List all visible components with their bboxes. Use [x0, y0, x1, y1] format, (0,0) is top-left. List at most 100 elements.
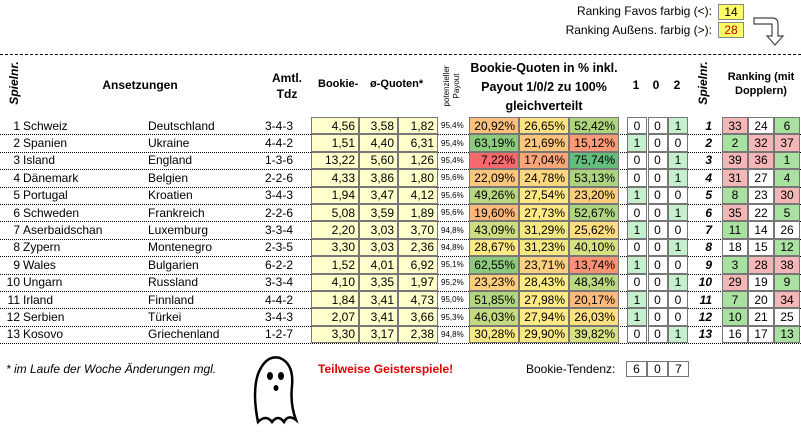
tendency: 0	[668, 291, 688, 309]
payout: 94,8%	[441, 242, 464, 252]
odds: 1,94	[311, 186, 359, 204]
home-team: Dänemark	[23, 170, 79, 185]
col-tdz: Amtl. Tdz	[272, 71, 302, 101]
odds: 3,30	[311, 325, 359, 344]
odds: 1,26	[398, 151, 438, 170]
payout: 95,1%	[441, 260, 464, 270]
tendency: 0	[627, 151, 647, 170]
odds: 4,01	[359, 256, 398, 274]
percent: 52,67%	[569, 204, 619, 222]
percent: 48,34%	[569, 273, 619, 291]
game-nr: 11	[7, 292, 20, 307]
odds: 2,07	[311, 308, 359, 326]
col-zero: 0	[652, 78, 660, 92]
away-team: Belgien	[148, 170, 189, 185]
odds: 3,70	[398, 221, 438, 239]
percent: 27,54%	[519, 186, 569, 204]
col-percent: Bookie-Quoten in % inkl. Payout 1/0/2 zu…	[470, 61, 618, 113]
tendency: 1	[668, 204, 688, 222]
away-team: Türkei	[148, 310, 182, 325]
tdz: 3-4-3	[265, 188, 294, 203]
aussen-value: 28	[718, 22, 744, 38]
tendency: 0	[668, 256, 688, 274]
ranking: 7	[722, 291, 748, 309]
game-nr: 8	[13, 240, 20, 255]
tendency: 0	[627, 204, 647, 222]
tendency: 0	[647, 291, 668, 309]
game-nr2: 1	[705, 118, 712, 133]
col-spielnr: Spielnr.	[7, 61, 21, 105]
odds: 3,86	[359, 169, 398, 187]
odds: 6,92	[398, 256, 438, 274]
tdz: 4-4-2	[265, 292, 294, 307]
odds: 3,30	[311, 238, 359, 257]
tdz: 2-2-6	[265, 170, 294, 185]
game-nr: 3	[13, 153, 20, 168]
tendency: 1	[627, 221, 647, 239]
tendency: 1	[627, 134, 647, 152]
ranking: 10	[722, 308, 748, 326]
home-team: Irland	[23, 292, 54, 307]
tendency: 0	[647, 134, 668, 152]
away-team: Deutschland	[148, 118, 215, 133]
percent: 27,73%	[519, 204, 569, 222]
game-nr: 10	[6, 275, 20, 290]
tendency: 0	[647, 186, 668, 204]
ranking: 35	[722, 204, 748, 222]
odds: 1,97	[398, 273, 438, 291]
odds: 2,38	[398, 325, 438, 344]
tendency: 0	[668, 308, 688, 326]
percent: 7,22%	[469, 151, 519, 170]
tendency: 1	[668, 325, 688, 344]
percent: 63,19%	[469, 134, 519, 152]
percent: 23,20%	[569, 186, 619, 204]
tendency: 1	[668, 238, 688, 257]
ranking: 38	[774, 256, 800, 274]
ranking: 16	[722, 325, 748, 344]
percent: 20,17%	[569, 291, 619, 309]
game-nr2: 5	[705, 188, 712, 203]
odds: 13,22	[311, 151, 359, 170]
odds: 3,41	[359, 291, 398, 309]
away-team: Kroatien	[148, 188, 193, 203]
percent: 25,62%	[569, 221, 619, 239]
game-nr: 6	[13, 205, 20, 220]
odds: 3,35	[359, 273, 398, 291]
game-nr: 1	[13, 118, 20, 133]
ranking: 11	[722, 221, 748, 239]
payout: 95,2%	[441, 277, 464, 287]
ranking: 18	[722, 238, 748, 257]
percent: 23,71%	[519, 256, 569, 274]
arrow-icon	[753, 17, 785, 46]
tendenz-value: 6	[626, 361, 647, 377]
tendency: 1	[668, 117, 688, 135]
col-ansetzungen: Ansetzungen	[102, 78, 178, 92]
home-team: Wales	[23, 257, 56, 272]
tendency: 0	[647, 151, 668, 170]
away-team: Bulgarien	[148, 257, 199, 272]
payout: 95,4%	[441, 155, 464, 165]
ranking: 15	[748, 238, 774, 257]
odds: 2,36	[398, 238, 438, 257]
odds: 5,08	[311, 204, 359, 222]
tendency: 0	[647, 221, 668, 239]
ranking: 30	[774, 186, 800, 204]
ranking: 6	[774, 117, 800, 135]
odds: 3,66	[398, 308, 438, 326]
percent: 51,85%	[469, 291, 519, 309]
ranking: 31	[722, 169, 748, 187]
ranking: 1	[774, 151, 800, 170]
ranking: 9	[774, 273, 800, 291]
game-nr2: 12	[698, 310, 712, 325]
game-nr2: 4	[705, 170, 712, 185]
row-line	[0, 343, 801, 345]
home-team: Zypern	[23, 240, 61, 255]
tdz: 3-4-3	[265, 118, 294, 133]
payout: 94,8%	[441, 225, 464, 235]
odds: 1,84	[311, 291, 359, 309]
percent: 62,55%	[469, 256, 519, 274]
home-team: Ungarn	[23, 275, 63, 290]
tendency: 0	[668, 221, 688, 239]
game-nr2: 11	[699, 292, 712, 307]
